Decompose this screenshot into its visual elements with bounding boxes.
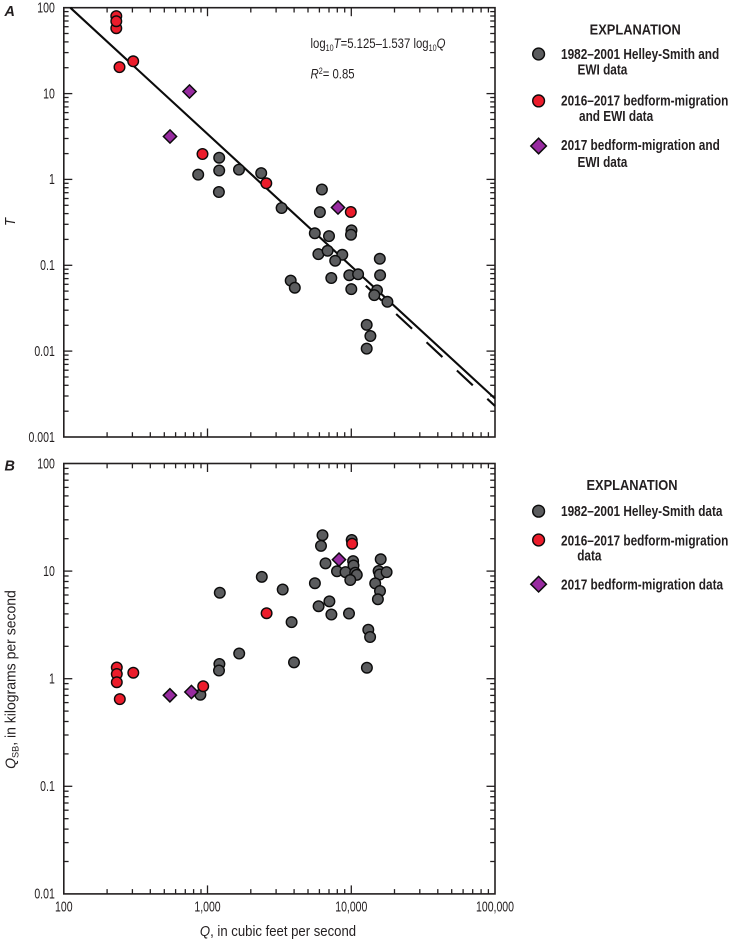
svg-text:0.01: 0.01: [34, 342, 54, 359]
svg-text:0.01: 0.01: [34, 885, 54, 902]
svg-text:0.1: 0.1: [40, 256, 55, 273]
svg-text:2017 bedform-migration data: 2017 bedform-migration data: [561, 576, 724, 592]
svg-text:T: T: [1, 217, 18, 226]
svg-text:1: 1: [49, 170, 55, 187]
svg-text:data: data: [577, 547, 602, 563]
svg-text:1,000: 1,000: [194, 898, 220, 915]
svg-text:0.001: 0.001: [28, 428, 54, 445]
svg-text:100: 100: [37, 455, 55, 472]
svg-text:EWI data: EWI data: [578, 62, 628, 78]
svg-text:1982–2001 Helley-Smith data: 1982–2001 Helley-Smith data: [561, 503, 723, 519]
svg-text:B: B: [5, 458, 16, 474]
svg-text:EWI data: EWI data: [578, 154, 628, 170]
svg-text:R2= 0.85: R2= 0.85: [311, 65, 355, 82]
svg-text:10: 10: [43, 562, 55, 579]
svg-text:and EWI data: and EWI data: [579, 108, 654, 124]
svg-text:2016–2017 bedform-migration: 2016–2017 bedform-migration: [561, 92, 728, 108]
svg-text:100: 100: [37, 0, 55, 16]
svg-text:Q, in cubic feet per second: Q, in cubic feet per second: [200, 923, 356, 940]
svg-text:100: 100: [55, 898, 73, 915]
svg-text:10: 10: [43, 85, 55, 102]
svg-text:10,000: 10,000: [335, 898, 367, 915]
svg-text:QSB, in kilograms per second: QSB, in kilograms per second: [3, 590, 20, 769]
svg-text:EXPLANATION: EXPLANATION: [586, 477, 677, 493]
svg-text:2016–2017 bedform-migration: 2016–2017 bedform-migration: [561, 532, 728, 548]
svg-text:0.1: 0.1: [40, 777, 55, 794]
svg-text:1982–2001 Helley-Smith and: 1982–2001 Helley-Smith and: [561, 46, 719, 62]
svg-text:log10T=5.125–1.537 log10Q: log10T=5.125–1.537 log10Q: [311, 35, 446, 53]
svg-text:2017 bedform-migration and: 2017 bedform-migration and: [561, 137, 720, 153]
svg-text:A: A: [4, 4, 15, 20]
svg-text:100,000: 100,000: [476, 898, 514, 915]
svg-text:1: 1: [49, 670, 55, 687]
svg-text:EXPLANATION: EXPLANATION: [590, 22, 681, 38]
